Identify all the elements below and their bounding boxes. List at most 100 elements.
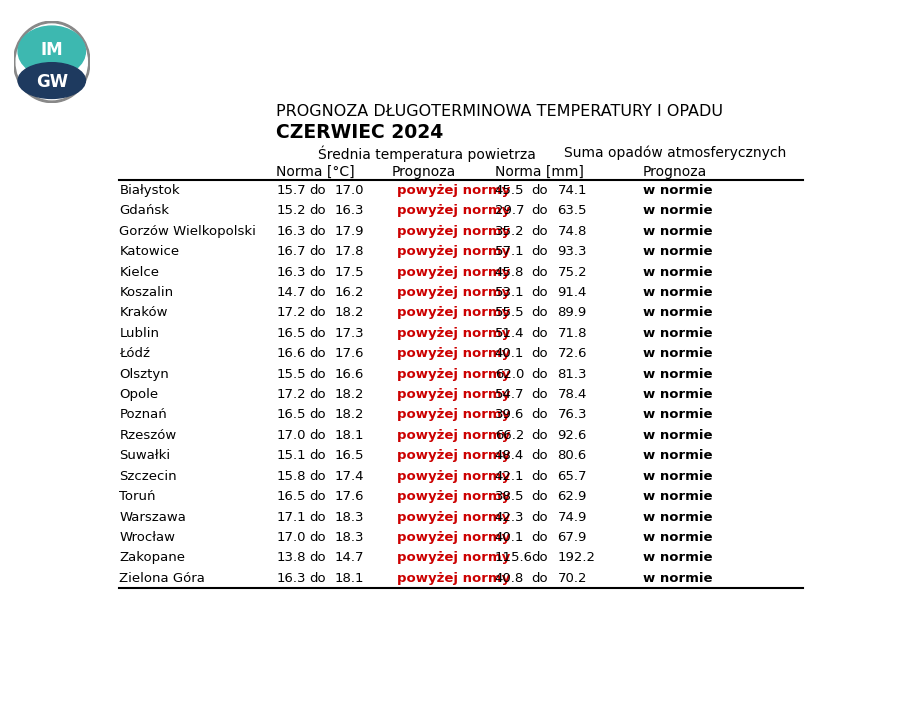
Text: 67.9: 67.9 (557, 531, 587, 544)
Text: 17.5: 17.5 (334, 266, 364, 279)
Text: 40.1: 40.1 (495, 347, 524, 361)
Text: 78.4: 78.4 (557, 388, 587, 401)
Text: 65.7: 65.7 (557, 469, 587, 483)
Text: 17.1: 17.1 (276, 510, 306, 524)
Text: do: do (531, 204, 547, 217)
Ellipse shape (18, 63, 86, 98)
Text: do: do (310, 409, 326, 421)
Text: powyżej normy: powyżej normy (397, 572, 510, 585)
Text: 74.1: 74.1 (557, 184, 587, 197)
Text: 42.3: 42.3 (495, 510, 524, 524)
Text: powyżej normy: powyżej normy (397, 409, 510, 421)
Text: 40.8: 40.8 (495, 572, 524, 585)
Ellipse shape (14, 21, 90, 103)
Text: do: do (531, 245, 547, 258)
Text: powyżej normy: powyżej normy (397, 286, 510, 299)
Text: 18.2: 18.2 (334, 306, 364, 320)
Text: 53.1: 53.1 (495, 286, 525, 299)
Text: 17.0: 17.0 (276, 429, 306, 442)
Text: powyżej normy: powyżej normy (397, 388, 510, 401)
Text: w normie: w normie (643, 347, 712, 361)
Text: 16.3: 16.3 (276, 225, 306, 238)
Text: Norma [°C]: Norma [°C] (276, 165, 355, 179)
Text: Prognoza: Prognoza (392, 165, 455, 179)
Text: 17.2: 17.2 (276, 388, 306, 401)
Text: Białystok: Białystok (120, 184, 180, 197)
Text: 40.1: 40.1 (495, 531, 524, 544)
Text: powyżej normy: powyżej normy (397, 510, 510, 524)
Text: do: do (310, 306, 326, 320)
Text: 92.6: 92.6 (557, 429, 587, 442)
Text: do: do (531, 266, 547, 279)
Text: do: do (310, 510, 326, 524)
Text: w normie: w normie (643, 572, 712, 585)
Text: do: do (310, 327, 326, 340)
Text: Zakopane: Zakopane (120, 551, 185, 564)
Text: do: do (310, 245, 326, 258)
Text: 80.6: 80.6 (557, 450, 587, 462)
Text: Opole: Opole (120, 388, 158, 401)
Text: 192.2: 192.2 (557, 551, 596, 564)
Text: Toruń: Toruń (120, 490, 156, 503)
Text: 16.3: 16.3 (334, 204, 364, 217)
Text: do: do (531, 490, 547, 503)
Text: 17.2: 17.2 (276, 306, 306, 320)
Text: do: do (310, 490, 326, 503)
Text: 62.9: 62.9 (557, 490, 587, 503)
Text: 16.6: 16.6 (276, 347, 306, 361)
Text: Prognoza: Prognoza (643, 165, 707, 179)
Text: 62.0: 62.0 (495, 368, 524, 380)
Text: 15.8: 15.8 (276, 469, 306, 483)
Text: do: do (310, 184, 326, 197)
Text: do: do (310, 225, 326, 238)
Text: 35.2: 35.2 (495, 225, 525, 238)
Text: 17.3: 17.3 (334, 327, 364, 340)
Text: do: do (531, 450, 547, 462)
Text: do: do (310, 266, 326, 279)
Text: do: do (531, 469, 547, 483)
Text: powyżej normy: powyżej normy (397, 327, 510, 340)
Text: Olsztyn: Olsztyn (120, 368, 169, 380)
Text: 71.8: 71.8 (557, 327, 587, 340)
Text: Kraków: Kraków (120, 306, 168, 320)
Text: do: do (310, 551, 326, 564)
Text: do: do (310, 204, 326, 217)
Text: Suma opadów atmosferycznych: Suma opadów atmosferycznych (564, 146, 787, 160)
Text: do: do (531, 572, 547, 585)
Text: do: do (531, 551, 547, 564)
Text: w normie: w normie (643, 184, 712, 197)
Text: 17.8: 17.8 (334, 245, 364, 258)
Text: w normie: w normie (643, 286, 712, 299)
Text: w normie: w normie (643, 327, 712, 340)
Text: 45.8: 45.8 (495, 266, 524, 279)
Text: w normie: w normie (643, 266, 712, 279)
Text: powyżej normy: powyżej normy (397, 204, 510, 217)
Text: 16.3: 16.3 (276, 572, 306, 585)
Ellipse shape (16, 24, 87, 100)
Text: do: do (531, 388, 547, 401)
Text: w normie: w normie (643, 469, 712, 483)
Text: w normie: w normie (643, 245, 712, 258)
Text: w normie: w normie (643, 429, 712, 442)
Text: powyżej normy: powyżej normy (397, 266, 510, 279)
Text: 76.3: 76.3 (557, 409, 587, 421)
Text: CZERWIEC 2024: CZERWIEC 2024 (276, 123, 444, 142)
Text: do: do (310, 429, 326, 442)
Text: powyżej normy: powyżej normy (397, 551, 510, 564)
Text: do: do (531, 510, 547, 524)
Text: do: do (310, 286, 326, 299)
Text: w normie: w normie (643, 388, 712, 401)
Text: 39.6: 39.6 (495, 409, 524, 421)
Text: do: do (310, 531, 326, 544)
Text: Suwałki: Suwałki (120, 450, 171, 462)
Text: Lublin: Lublin (120, 327, 159, 340)
Text: w normie: w normie (643, 450, 712, 462)
Text: powyżej normy: powyżej normy (397, 429, 510, 442)
Text: 17.0: 17.0 (276, 531, 306, 544)
Text: 18.2: 18.2 (334, 388, 364, 401)
Text: do: do (531, 429, 547, 442)
Text: do: do (310, 450, 326, 462)
Text: 66.2: 66.2 (495, 429, 524, 442)
Text: 91.4: 91.4 (557, 286, 587, 299)
Text: do: do (531, 409, 547, 421)
